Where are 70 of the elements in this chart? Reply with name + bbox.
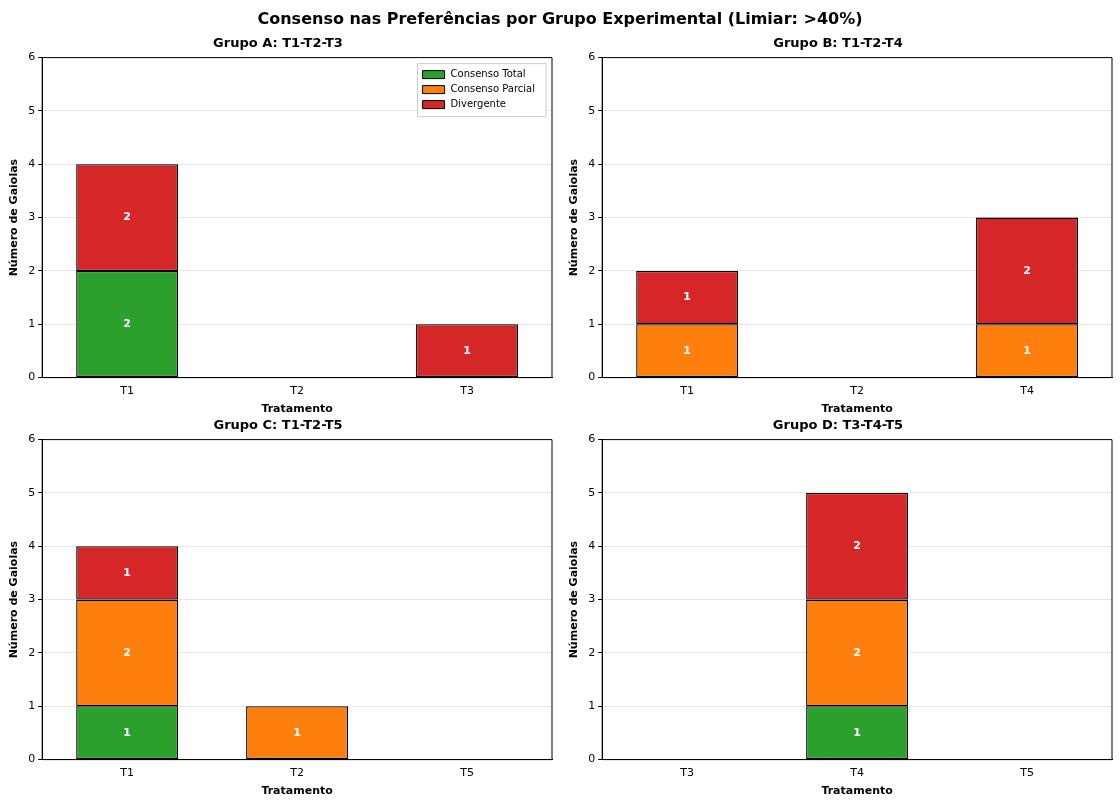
y-axis-title: Número de Gaiolas (7, 158, 21, 277)
x-axis-title: Tratamento (821, 402, 894, 416)
data-label: 2 (853, 539, 861, 553)
data-label: 2 (123, 210, 131, 224)
y-tick-label: 5 (28, 485, 36, 499)
y-axis-title: Número de Gaiolas (567, 540, 581, 659)
chart-title: Grupo D: T3-T4-T5 (772, 417, 904, 433)
x-axis-title: Tratamento (821, 784, 894, 798)
y-tick-label: 0 (588, 370, 596, 384)
x-tick-label: T1 (119, 384, 135, 398)
x-tick-label: T2 (849, 384, 864, 398)
y-tick-label: 6 (588, 50, 596, 64)
y-axis-title: Número de Gaiolas (7, 540, 21, 659)
data-label: 1 (463, 343, 471, 357)
y-tick-label: 4 (588, 157, 596, 171)
x-tick-label: T1 (679, 384, 695, 398)
y-tick-label: 4 (28, 539, 36, 553)
x-axis-title: Tratamento (261, 784, 334, 798)
chart-title: Grupo A: T1-T2-T3 (213, 35, 343, 51)
data-label: 1 (123, 565, 131, 579)
x-tick-label: T3 (679, 766, 695, 780)
chart-title: Grupo B: T1-T2-T4 (773, 35, 903, 51)
data-label: 2 (123, 645, 131, 659)
y-tick-label: 2 (28, 263, 36, 277)
x-tick-label: T5 (1019, 766, 1034, 780)
y-tick-label: 1 (588, 317, 596, 331)
x-tick-label: T2 (289, 384, 304, 398)
y-tick-label: 5 (28, 103, 36, 117)
y-tick-label: 4 (28, 157, 36, 171)
y-tick-label: 3 (28, 210, 36, 224)
legend-label: Consenso Parcial (450, 83, 536, 95)
y-tick-label: 0 (588, 752, 596, 766)
x-tick-label: T1 (119, 766, 135, 780)
y-tick-label: 5 (588, 103, 596, 117)
data-label: 1 (123, 725, 131, 739)
y-tick-label: 1 (28, 317, 36, 331)
text: Consenso nas Preferências por Grupo Experimental (Limiar: >40%) (257, 8, 863, 28)
data-label: 1 (1023, 343, 1031, 357)
x-tick-label: T5 (459, 766, 474, 780)
x-tick-label: T4 (1019, 384, 1034, 398)
y-tick-label: 0 (28, 370, 36, 384)
x-axis-title: Tratamento (261, 402, 334, 416)
y-tick-label: 1 (28, 699, 36, 713)
y-tick-label: 6 (28, 432, 36, 446)
y-tick-label: 3 (588, 210, 596, 224)
chart-title: Grupo C: T1-T2-T5 (213, 417, 343, 433)
y-tick-label: 6 (28, 50, 36, 64)
x-tick-label: T3 (459, 384, 474, 398)
y-axis-title: Número de Gaiolas (567, 158, 581, 277)
y-tick-label: 3 (588, 592, 596, 606)
x-tick-label: T4 (849, 766, 864, 780)
y-tick-label: 5 (588, 485, 596, 499)
y-tick-label: 4 (588, 539, 596, 553)
data-label: 2 (123, 316, 131, 330)
data-label: 1 (853, 725, 861, 739)
x-tick-label: T2 (289, 766, 304, 780)
data-label: 1 (683, 290, 691, 304)
legend-label: Consenso Total (450, 68, 526, 80)
legend-label: Divergente (450, 98, 506, 110)
data-label: 2 (853, 645, 861, 659)
y-tick-label: 2 (588, 645, 596, 659)
data-label: 2 (1023, 263, 1031, 277)
data-label: 1 (683, 343, 691, 357)
y-tick-label: 2 (28, 645, 36, 659)
y-tick-label: 2 (588, 263, 596, 277)
data-label: 1 (293, 725, 301, 739)
y-tick-label: 6 (588, 432, 596, 446)
y-tick-label: 1 (588, 699, 596, 713)
y-tick-label: 3 (28, 592, 36, 606)
y-tick-label: 0 (28, 752, 36, 766)
